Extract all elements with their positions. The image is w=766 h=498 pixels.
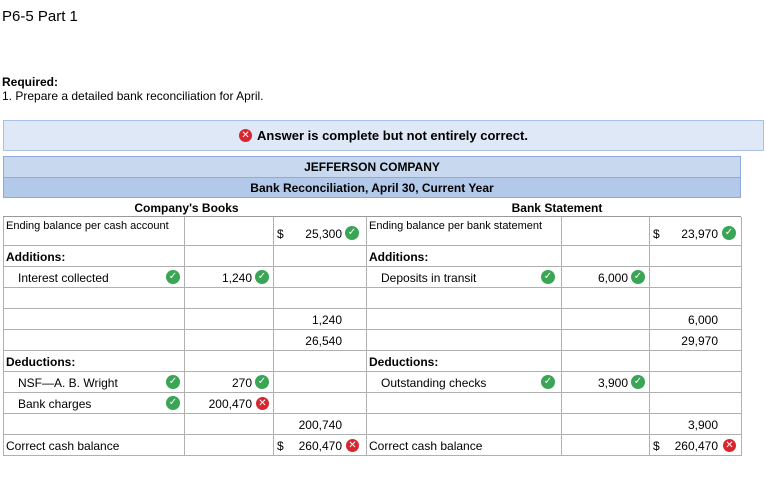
required-label: Required: xyxy=(2,75,59,89)
books-correct-label: Correct cash balance xyxy=(6,439,120,453)
check-icon: ✓ xyxy=(166,270,180,284)
x-icon: ✕ xyxy=(346,439,359,452)
company-name: JEFFERSON COMPANY xyxy=(3,156,741,177)
bank-additions-total: 6,000 xyxy=(687,313,718,327)
bank-correct-currency: $ xyxy=(653,439,660,453)
books-additions-total: 1,240 xyxy=(311,313,342,327)
check-icon: ✓ xyxy=(345,226,359,240)
bank-outstanding-label[interactable]: Outstanding checks xyxy=(381,376,487,390)
section-headers: Company's Books Bank Statement xyxy=(3,198,741,217)
bank-outstanding-value[interactable]: 3,900 xyxy=(597,376,628,390)
books-correct-currency: $ xyxy=(277,439,284,453)
books-nsf-label[interactable]: NSF—A. B. Wright xyxy=(18,376,118,390)
bank-additions-label: Additions: xyxy=(369,250,429,264)
books-deductions-label: Deductions: xyxy=(6,355,76,369)
check-icon: ✓ xyxy=(255,375,269,389)
check-icon: ✓ xyxy=(166,375,180,389)
bank-statement-header: Bank Statement xyxy=(511,201,603,215)
bank-ending-value[interactable]: 23,970 xyxy=(681,227,718,241)
x-icon: ✕ xyxy=(256,397,269,410)
bank-deposits-label[interactable]: Deposits in transit xyxy=(381,271,477,285)
x-icon: ✕ xyxy=(239,129,253,142)
banner-text: Answer is complete but not entirely corr… xyxy=(257,128,528,143)
required-text: 1. Prepare a detailed bank reconciliatio… xyxy=(2,89,264,103)
bank-subtotal: 29,970 xyxy=(681,334,718,348)
books-ending-label: Ending balance per cash account xyxy=(6,220,169,232)
books-interest-value[interactable]: 1,240 xyxy=(221,271,252,285)
books-ending-value[interactable]: 25,300 xyxy=(305,227,342,241)
bank-deductions-total: 3,900 xyxy=(687,418,718,432)
bank-ending-label: Ending balance per bank statement xyxy=(369,220,543,232)
books-subtotal: 26,540 xyxy=(305,334,342,348)
books-interest-label[interactable]: Interest collected xyxy=(18,271,109,285)
bank-deductions-label: Deductions: xyxy=(369,355,439,369)
books-bank-charges-value[interactable]: 200,470 xyxy=(208,397,252,411)
bank-correct-value[interactable]: 260,470 xyxy=(674,439,718,453)
report-title: Bank Reconciliation, April 30, Current Y… xyxy=(3,177,741,198)
company-books-header: Company's Books xyxy=(134,201,239,215)
books-correct-value[interactable]: 260,470 xyxy=(298,439,342,453)
check-icon: ✓ xyxy=(255,270,269,284)
result-banner: ✕ Answer is complete but not entirely co… xyxy=(3,120,764,151)
x-icon: ✕ xyxy=(723,439,736,452)
books-additions-label: Additions: xyxy=(6,250,66,264)
check-icon: ✓ xyxy=(631,270,645,284)
books-bank-charges-label[interactable]: Bank charges xyxy=(18,397,92,411)
page-title: P6-5 Part 1 xyxy=(2,8,78,25)
check-icon: ✓ xyxy=(166,396,180,410)
books-deductions-total: 200,740 xyxy=(298,418,342,432)
bank-ending-currency: $ xyxy=(653,227,660,241)
books-nsf-value[interactable]: 270 xyxy=(231,376,252,390)
check-icon: ✓ xyxy=(541,270,555,284)
check-icon: ✓ xyxy=(541,375,555,389)
check-icon: ✓ xyxy=(631,375,645,389)
bank-correct-label: Correct cash balance xyxy=(369,439,483,453)
books-ending-currency: $ xyxy=(277,227,284,241)
check-icon: ✓ xyxy=(722,226,736,240)
bank-deposits-value[interactable]: 6,000 xyxy=(597,271,628,285)
